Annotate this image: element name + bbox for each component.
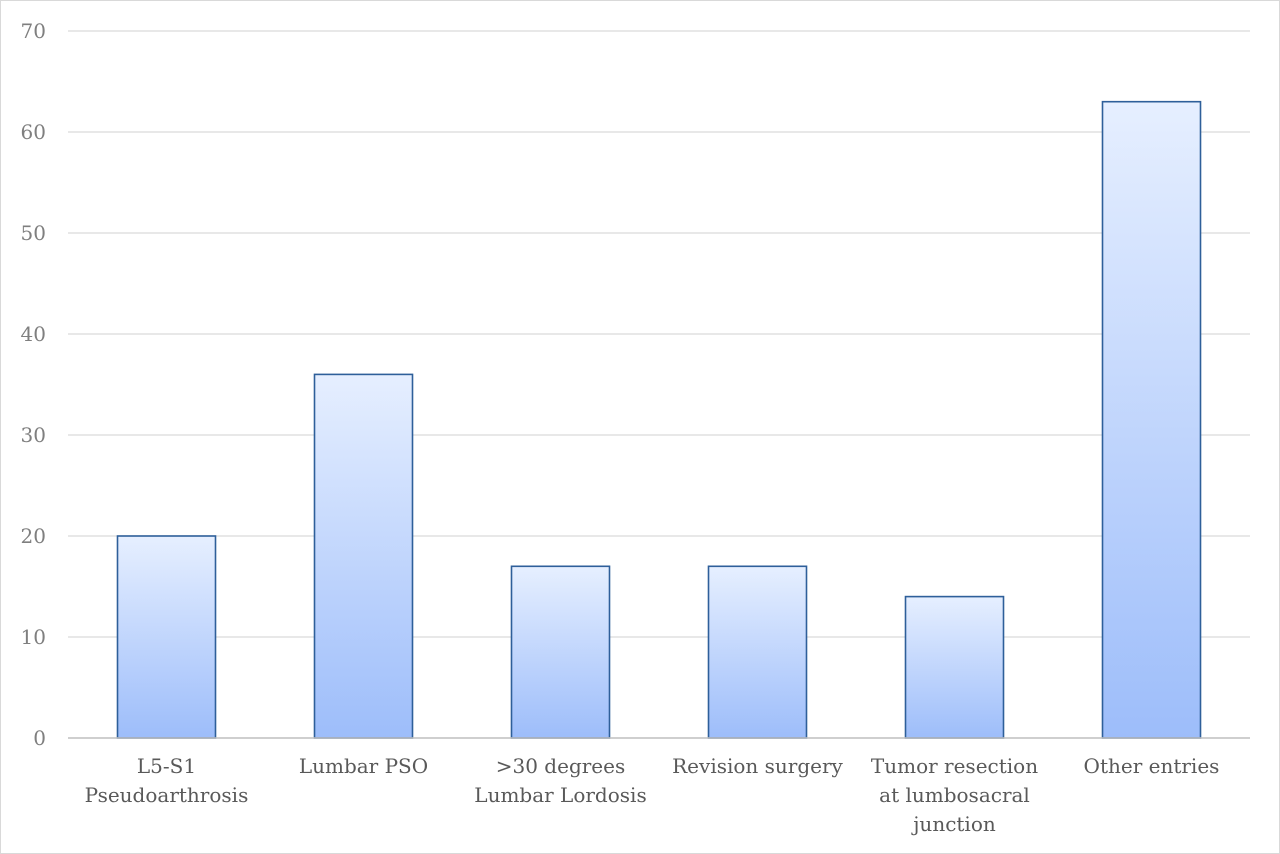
x-category-label-line: Tumor resection bbox=[871, 754, 1038, 778]
x-axis-labels: L5-S1 Pseudoarthrosis Lumbar PSO >30 degree… bbox=[85, 754, 1220, 836]
bar bbox=[510, 565, 611, 739]
y-tick-label: 60 bbox=[21, 120, 46, 144]
x-category-label: Revision surgery bbox=[672, 754, 843, 778]
x-category-label-line: Pseudoarthrosis bbox=[85, 783, 249, 807]
bars bbox=[116, 100, 1202, 739]
y-tick-label: 30 bbox=[21, 423, 46, 447]
y-tick-label: 0 bbox=[33, 726, 46, 750]
x-category-label: Lumbar PSO bbox=[299, 754, 428, 778]
bar bbox=[707, 565, 808, 739]
x-category-label-line: Other entries bbox=[1084, 754, 1220, 778]
x-category-label: Tumor resection at lumbosacral junction bbox=[871, 754, 1038, 836]
bar bbox=[116, 535, 217, 739]
y-tick-label: 70 bbox=[21, 19, 46, 43]
bar bbox=[904, 595, 1005, 739]
x-category-label: >30 degrees Lumbar Lordosis bbox=[474, 754, 646, 807]
y-tick-label: 10 bbox=[21, 625, 46, 649]
y-tick-label: 20 bbox=[21, 524, 46, 548]
x-category-label-line: >30 degrees bbox=[496, 754, 626, 778]
gridlines bbox=[68, 30, 1250, 638]
x-category-label-line: L5-S1 bbox=[137, 754, 196, 778]
bar bbox=[313, 373, 414, 739]
y-tick-label: 50 bbox=[21, 221, 46, 245]
y-tick-label: 40 bbox=[21, 322, 46, 346]
x-category-label: L5-S1 Pseudoarthrosis bbox=[85, 754, 249, 807]
x-category-label-line: Revision surgery bbox=[672, 754, 843, 778]
x-category-label: Other entries bbox=[1084, 754, 1220, 778]
x-category-label-line: at lumbosacral bbox=[879, 783, 1030, 807]
y-axis-ticks: 0 10 20 30 40 50 60 70 bbox=[21, 19, 46, 750]
x-category-label-line: Lumbar Lordosis bbox=[474, 783, 646, 807]
bar bbox=[1101, 100, 1202, 739]
x-category-label-line: junction bbox=[911, 812, 996, 836]
x-category-label-line: Lumbar PSO bbox=[299, 754, 428, 778]
